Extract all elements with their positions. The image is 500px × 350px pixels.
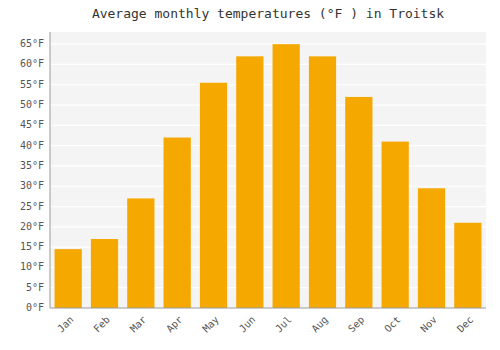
x-tick-label: Nov [418,314,439,335]
bar [91,239,118,308]
x-tick-label: Oct [382,314,403,335]
grid-line [50,186,486,187]
grid-line [50,145,486,146]
y-tick-label: 45°F [20,119,44,130]
x-tick-label: Jul [273,314,294,335]
grid-line [50,307,486,308]
x-tick-label: Dec [455,314,476,335]
grid-line [50,84,486,85]
y-grid [50,44,486,308]
chart: 0°F 5°F 10°F 15°F 20°F 25°F 30°F 35°F 40°F 45°F 50… [0,0,500,350]
bar [55,249,82,308]
x-tick-label: Feb [91,314,112,335]
x-tick-label: Aug [309,314,330,335]
chart-container: 0°F 5°F 10°F 15°F 20°F 25°F 30°F 35°F 40°F 45°F 50… [0,0,500,350]
x-tick-label: Jun [237,314,258,335]
bar [309,56,336,308]
y-tick-label: 25°F [20,201,44,212]
grid-line [50,165,486,166]
x-tick-label: May [200,314,221,335]
bar [127,198,154,308]
title: Average monthly temperatures (°F ) in Tr… [92,6,444,21]
grid-line [50,125,486,126]
y-tick-label: 50°F [20,99,44,110]
x-tick-label: Sep [346,314,367,335]
bars [55,44,482,308]
grid-line [50,44,486,45]
y-tick-label: 55°F [20,79,44,90]
y-tick-label: 5°F [26,282,44,293]
plot-background [50,32,486,308]
x-tick-label: Apr [164,314,185,335]
y-tick-label: 10°F [20,261,44,272]
y-tick-label: 20°F [20,221,44,232]
x-ticks: Jan Feb Mar Apr May Jun Jul Aug Sep Oct Nov Dec [55,314,475,335]
x-tick-label: Jan [55,314,76,335]
y-tick-label: 40°F [20,140,44,151]
grid-line [50,64,486,65]
bar [236,56,263,308]
bar [418,188,445,308]
x-axis-line [50,308,486,309]
y-tick-label: 30°F [20,180,44,191]
bar [200,83,227,308]
bar [345,97,372,308]
bar [273,44,300,308]
bar [454,223,481,308]
y-axis-line [50,32,51,308]
y-tick-label: 65°F [20,38,44,49]
bar [164,138,191,308]
y-ticks: 0°F 5°F 10°F 15°F 20°F 25°F 30°F 35°F 40°F 45°F 50… [20,38,44,313]
y-tick-label: 35°F [20,160,44,171]
y-tick-label: 0°F [26,302,44,313]
x-tick-label: Mar [128,314,149,335]
grid-line [50,104,486,105]
bar [382,142,409,308]
y-tick-label: 15°F [20,241,44,252]
y-tick-label: 60°F [20,58,44,69]
